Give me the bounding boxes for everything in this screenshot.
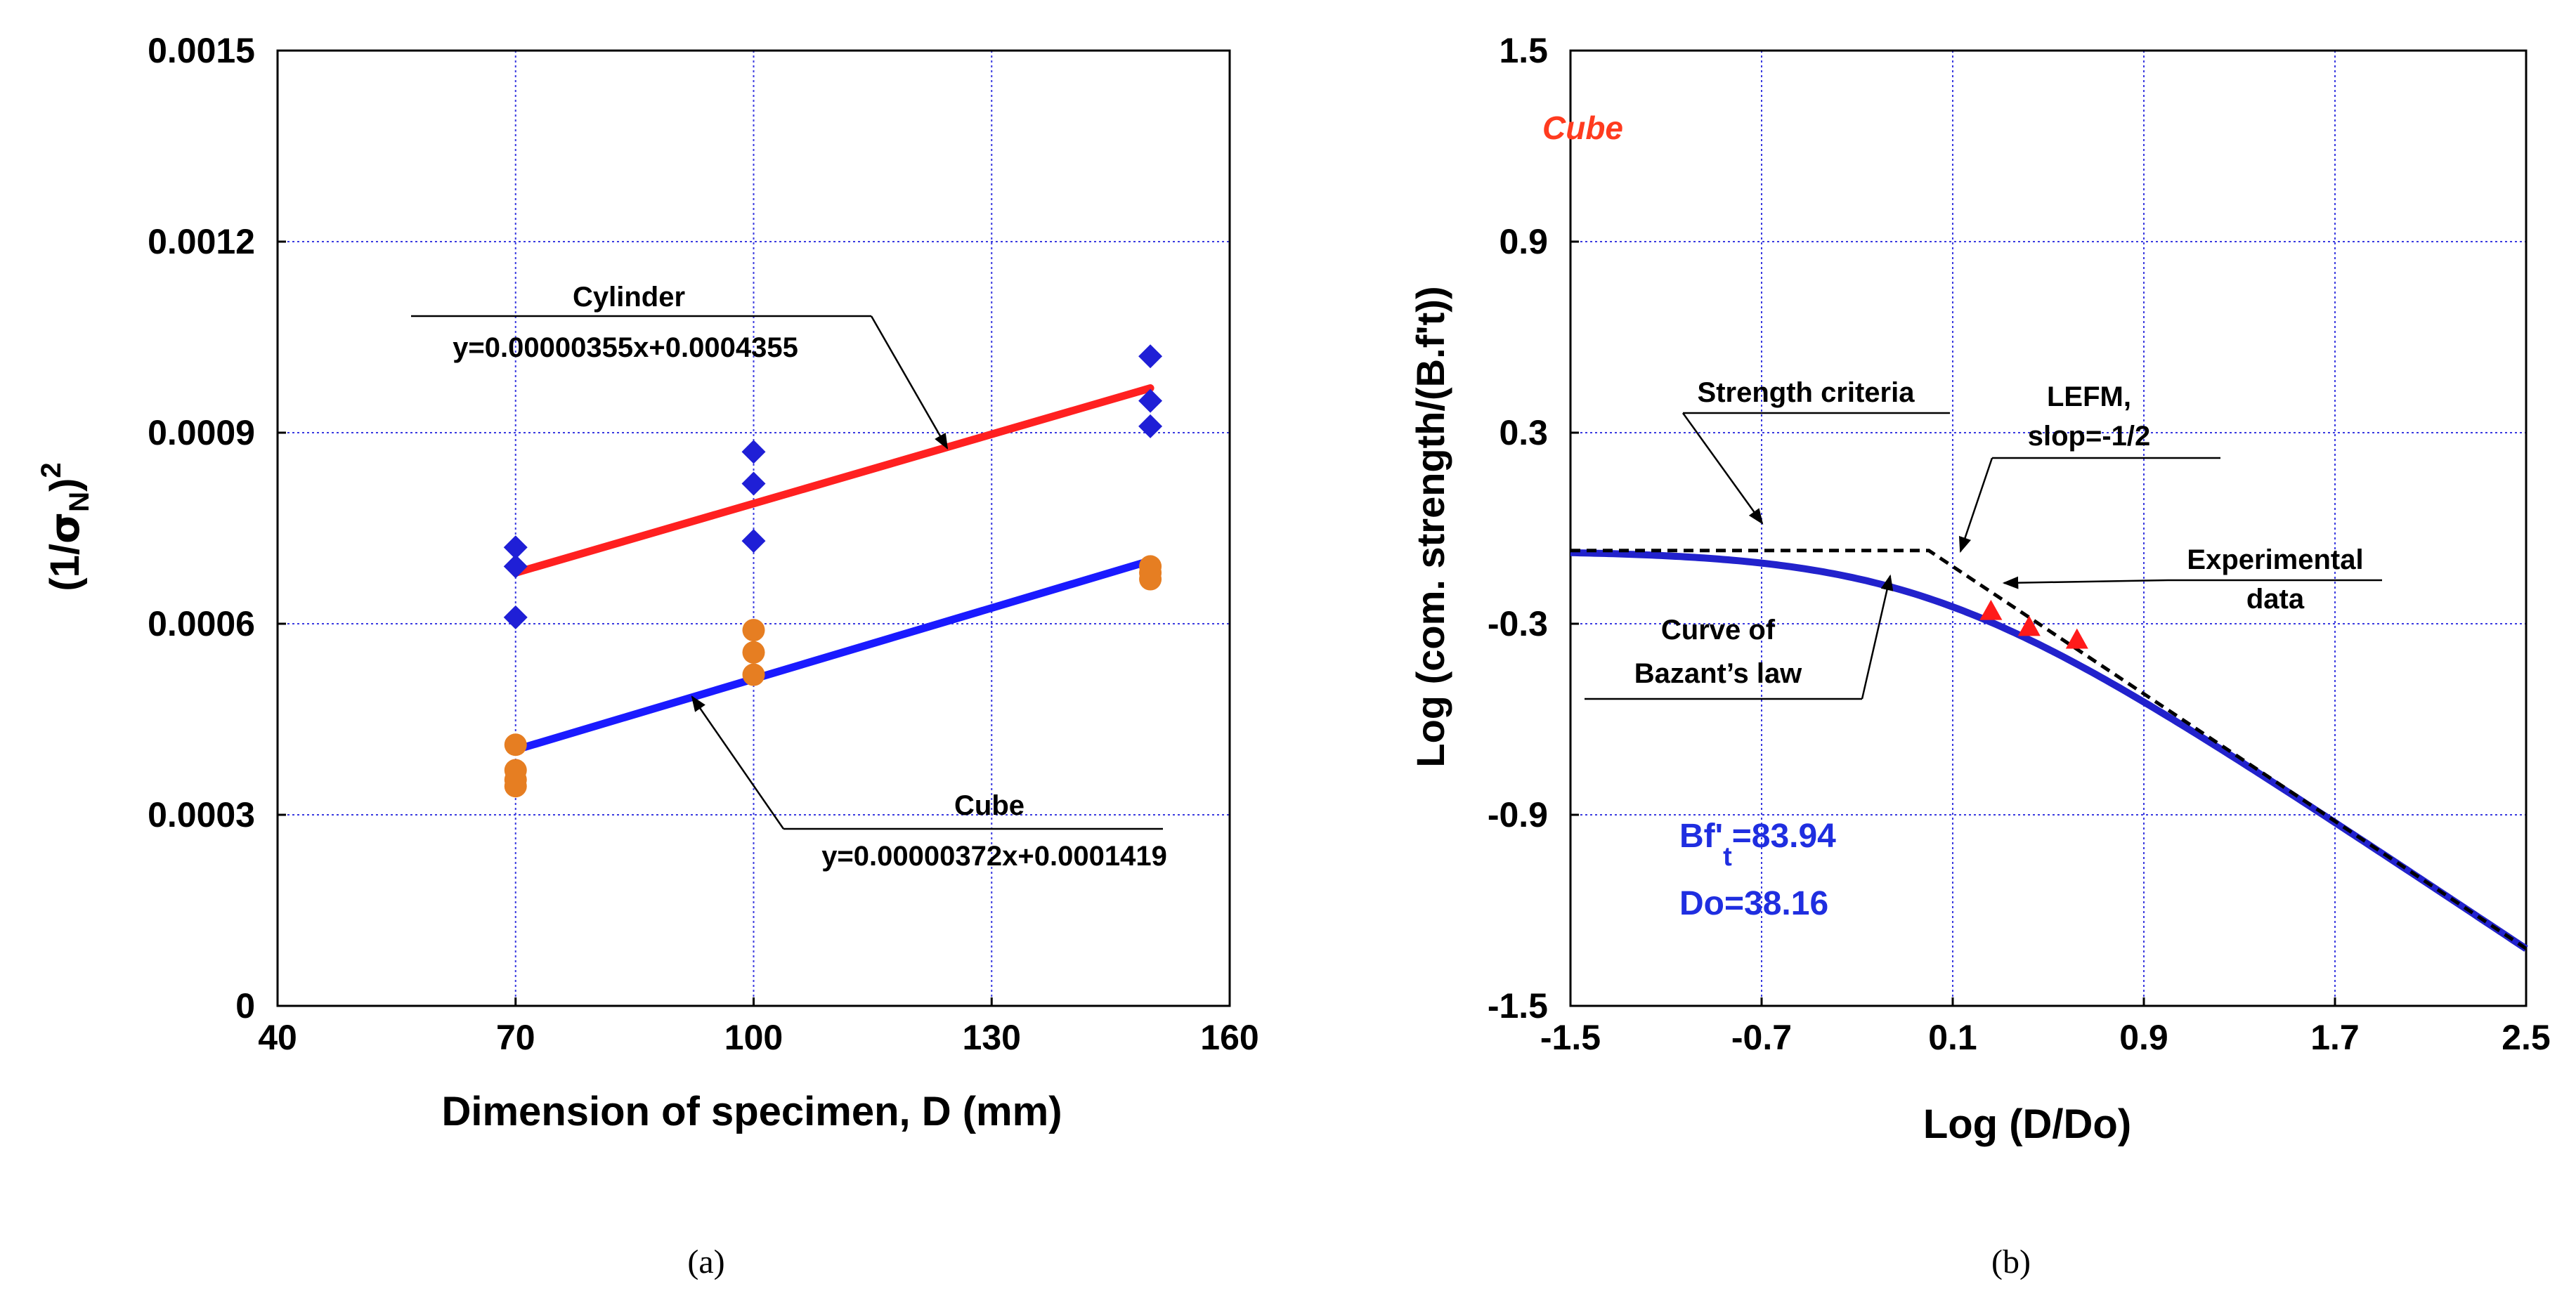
chart-a-diamond-point xyxy=(1138,388,1163,413)
chart-b-y-axis-label: Log (com. strength/(B.f't)) xyxy=(1408,286,1452,767)
bf-parameter: Bf't=83.94 xyxy=(1679,818,1836,872)
chart-a-fit-lines xyxy=(512,384,1154,754)
chart-a-y-tick-label: 0.0003 xyxy=(148,795,255,834)
chart-a-fit-line xyxy=(512,384,1154,577)
strength-criteria-label: Strength criteria xyxy=(1698,377,1915,408)
chart-b-x-tick-label: -1.5 xyxy=(1540,1018,1601,1057)
chart-a-diamond-point xyxy=(503,605,528,629)
chart-a-x-tick-label: 100 xyxy=(724,1018,783,1057)
chart-b-y-tick-label: -1.5 xyxy=(1488,986,1548,1026)
chart-a-x-axis-label: Dimension of specimen, D (mm) xyxy=(441,1089,1062,1134)
chart-a: 40 70 100 130 160 0 0.0003 0.0006 0.0009 0.0012 0.… xyxy=(36,31,1259,1134)
cube-equation: y=0.00000372x+0.0001419 xyxy=(821,841,1167,872)
experimental-data-label: data xyxy=(2246,584,2305,615)
chart-b-y-tick-label: -0.9 xyxy=(1488,795,1548,834)
chart-a-circle-point xyxy=(504,733,527,757)
bazant-curve-annotation: Curve of Bazant’s law xyxy=(1585,574,1894,700)
chart-a-x-tick-label: 70 xyxy=(496,1018,535,1057)
chart-a-axes: 40 70 100 130 160 0 0.0003 0.0006 0.0009 0.0012 0.… xyxy=(148,31,1259,1057)
lefm-slope-label: slop=-1/2 xyxy=(2028,421,2151,452)
chart-a-circle-point xyxy=(742,641,765,664)
chart-a-y-tick-label: 0.0015 xyxy=(148,31,255,70)
chart-b-x-axis-label: Log (D/Do) xyxy=(1923,1101,2131,1147)
chart-a-circle-point xyxy=(1139,568,1162,591)
chart-b-axes: -1.5 -0.7 0.1 0.9 1.7 2.5 -1.5 -0.9 -0.3 0.3 0.9 1.… xyxy=(1488,31,2551,1057)
chart-b-x-tick-label: 0.9 xyxy=(2119,1018,2168,1057)
caption-b: (b) xyxy=(1991,1243,2031,1281)
lefm-annotation: LEFM, slop=-1/2 xyxy=(1958,381,2220,554)
chart-b-gridlines xyxy=(1570,51,2526,1006)
experimental-label: Experimental xyxy=(2187,544,2363,575)
chart-a-y-tick-label: 0 xyxy=(235,986,255,1026)
chart-a-circle-point xyxy=(504,775,527,798)
bazant-law-label: Bazant’s law xyxy=(1634,658,1802,689)
chart-b: -1.5 -0.7 0.1 0.9 1.7 2.5 -1.5 -0.9 -0.3 0.3 0.9 1.… xyxy=(1408,31,2551,1147)
bazant-curve-label: Curve of xyxy=(1661,615,1776,646)
chart-a-diamond-point xyxy=(1138,414,1163,438)
chart-b-experimental-points xyxy=(1979,599,2088,649)
experimental-data-point xyxy=(1979,599,2003,620)
chart-b-plot-frame xyxy=(1569,49,2528,1007)
chart-a-points xyxy=(503,344,1163,798)
chart-a-diamond-point xyxy=(503,554,528,579)
chart-a-y-axis-label: (1/σN)2 xyxy=(36,462,95,591)
chart-a-diamond-point xyxy=(1138,344,1163,369)
strength-criteria-annotation: Strength criteria xyxy=(1681,377,1950,525)
chart-b-cube-label: Cube xyxy=(1542,110,1623,146)
chart-b-y-tick-label: 0.9 xyxy=(1499,222,1548,261)
cube-title: Cube xyxy=(954,790,1024,821)
chart-a-y-tick-label: 0.0012 xyxy=(148,222,255,261)
chart-b-x-tick-label: 1.7 xyxy=(2310,1018,2360,1057)
chart-a-y-tick-label: 0.0009 xyxy=(148,413,255,452)
chart-a-circle-point xyxy=(742,619,765,642)
cube-annotation: Cube y=0.00000372x+0.0001419 xyxy=(691,695,1167,872)
chart-a-diamond-point xyxy=(503,535,528,560)
caption-a: (a) xyxy=(687,1243,724,1281)
cylinder-annotation: Cylinder y=0.00000355x+0.0004355 xyxy=(411,282,949,450)
experimental-data-point xyxy=(2065,628,2088,649)
do-parameter: Do=38.16 xyxy=(1679,885,1828,922)
chart-a-gridlines xyxy=(278,51,1230,1006)
lefm-label: LEFM, xyxy=(2047,381,2131,412)
experimental-data-annotation: Experimental data xyxy=(2002,544,2382,615)
chart-a-x-tick-label: 160 xyxy=(1200,1018,1258,1057)
experimental-data-point xyxy=(2017,615,2041,636)
chart-a-plot-frame xyxy=(276,49,1231,1007)
chart-b-x-tick-label: -0.7 xyxy=(1731,1018,1792,1057)
chart-a-x-tick-label: 40 xyxy=(258,1018,297,1057)
chart-a-circle-point xyxy=(742,663,765,686)
chart-b-y-tick-label: 0.3 xyxy=(1499,413,1548,452)
chart-b-y-tick-label: -0.3 xyxy=(1488,604,1548,643)
chart-b-x-tick-label: 0.1 xyxy=(1928,1018,1977,1057)
chart-b-y-tick-label: 1.5 xyxy=(1499,31,1548,70)
chart-a-diamond-point xyxy=(741,471,766,496)
chart-b-lines xyxy=(1570,549,2528,952)
chart-b-x-tick-label: 2.5 xyxy=(2502,1018,2551,1057)
chart-a-diamond-point xyxy=(741,529,766,554)
chart-a-fit-line xyxy=(512,556,1154,754)
bazant-law-curve xyxy=(1570,549,2528,952)
cylinder-equation: y=0.00000355x+0.0004355 xyxy=(453,332,798,363)
chart-a-x-tick-label: 130 xyxy=(963,1018,1021,1057)
chart-a-diamond-point xyxy=(741,440,766,464)
chart-a-y-tick-label: 0.0006 xyxy=(148,604,255,643)
asymptote-lines xyxy=(1570,549,2528,950)
cylinder-title: Cylinder xyxy=(573,282,685,313)
